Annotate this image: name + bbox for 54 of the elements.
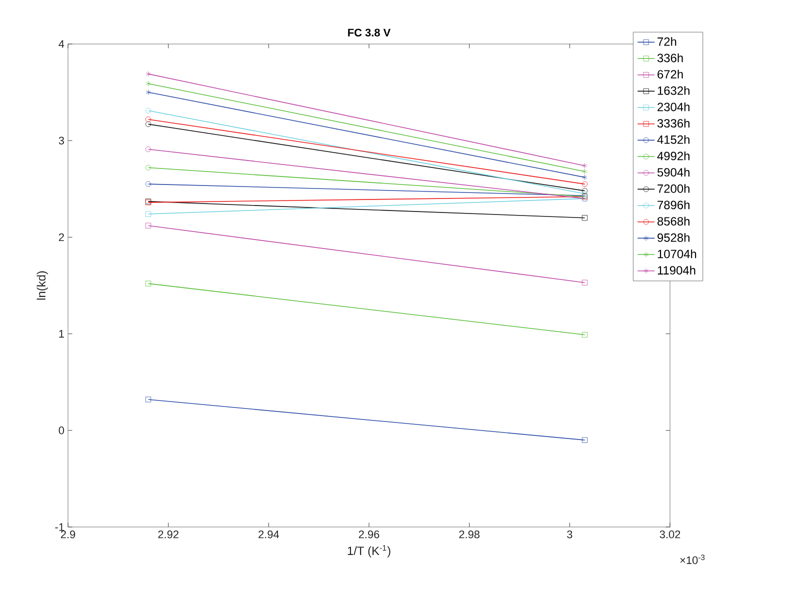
point (146, 80, 151, 86)
legend-label: 7896h (658, 200, 690, 210)
point (145, 146, 152, 152)
point (146, 90, 151, 96)
y-tick-label: 1 (59, 330, 64, 338)
x-tick-label: 2.94 (258, 530, 280, 538)
legend-label: 672h (658, 70, 683, 79)
chart-title: FC 3.8 V (348, 28, 391, 36)
y-axis-title: ln(kd) (36, 271, 48, 300)
point (145, 164, 152, 170)
point (145, 116, 152, 122)
point (582, 280, 588, 286)
legend-label: 4152h (657, 135, 690, 144)
point (145, 396, 152, 402)
point (582, 437, 588, 443)
point (146, 71, 151, 77)
legend-label: 3336h (657, 118, 690, 128)
point (145, 108, 152, 114)
point (582, 181, 588, 187)
x-tick-label: 2.9 (60, 530, 76, 538)
legend-label: 72h (658, 37, 676, 46)
text: ×10$^{-3}$ (680, 554, 705, 564)
y-tick-label: 3 (58, 136, 64, 144)
x-axis-title: 1/T (K$^{-1}$) (348, 545, 390, 558)
y-tick-label: 2 (58, 233, 64, 242)
x-tick-label: 2.98 (459, 530, 480, 538)
point (145, 181, 152, 187)
point (145, 280, 152, 286)
y-tick-label: -1 (55, 523, 64, 531)
point (582, 168, 588, 174)
legend-label: 9528h (658, 233, 690, 242)
y-tick-label: 4 (58, 40, 64, 48)
point (145, 222, 152, 228)
legend-label: 1632h (658, 86, 690, 95)
x-tick-label: 3.02 (660, 530, 680, 538)
point (145, 121, 152, 127)
legend-label: 10704h (658, 249, 696, 258)
point (582, 188, 588, 194)
point (582, 162, 588, 168)
point (145, 211, 152, 217)
x-tick-label: 2.92 (158, 530, 178, 538)
legend-label: 4992h (657, 151, 690, 160)
legend-label: 8568h (657, 216, 690, 226)
point (582, 215, 588, 221)
legend-label: 336h (657, 53, 683, 62)
legend-label: 5904h (657, 168, 690, 177)
legend-label: 7200h (658, 184, 690, 193)
y-tick-label: 0 (58, 426, 64, 434)
point (582, 332, 588, 338)
legend-label: 11904h (658, 266, 696, 275)
point (582, 174, 588, 180)
x-tick-label: 3 (567, 530, 572, 538)
legend-label: 2304h (658, 102, 690, 112)
x-tick-label: 2.96 (358, 530, 380, 538)
